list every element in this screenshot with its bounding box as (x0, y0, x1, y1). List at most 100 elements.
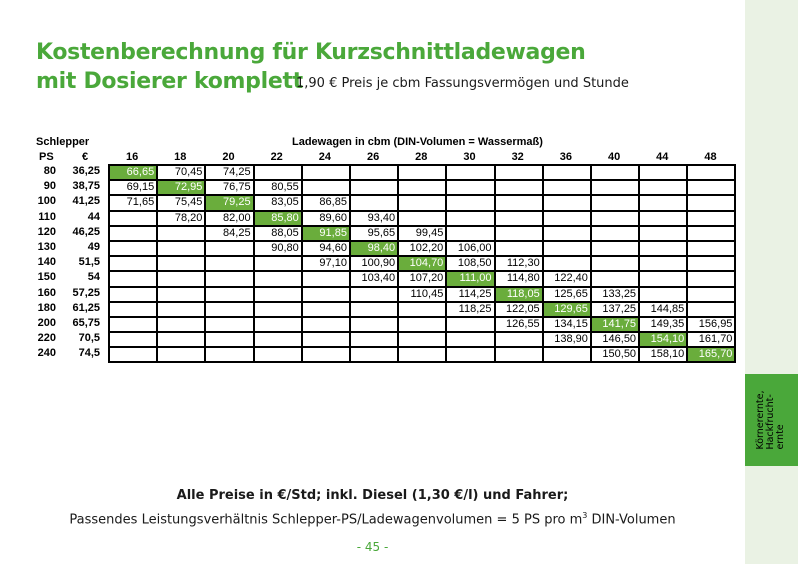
table-cell (252, 331, 303, 349)
table-cell: 108,50 (445, 255, 496, 273)
table-cell (493, 224, 544, 242)
row-ps-130: 130 (37, 241, 56, 253)
table-cell: 79,25 (204, 194, 255, 212)
table-cell (686, 285, 737, 303)
table-cell (156, 255, 207, 273)
table-cell (638, 270, 689, 288)
table-cell: 82,00 (204, 209, 255, 227)
row-euro-90: 38,75 (72, 180, 100, 193)
table-cell (348, 346, 400, 364)
table-cell: 86,85 (300, 194, 351, 212)
table-cell (348, 300, 400, 318)
table-cell (252, 255, 303, 273)
table-cell (541, 179, 592, 197)
table-cell (589, 255, 641, 273)
table-cell (397, 300, 448, 318)
table-cell: 141,75 (589, 315, 641, 334)
table-cell (300, 300, 351, 318)
table-cell (300, 179, 351, 197)
table-row: 66,65 70,45 74,25 (107, 163, 737, 182)
table-cell (348, 194, 400, 212)
row-euro-140: 51,5 (78, 256, 100, 269)
table-cell: 100,90 (348, 255, 400, 273)
table-cell (541, 224, 592, 242)
table-cell: 126,55 (493, 315, 544, 334)
column-header-40: 40 (607, 151, 621, 163)
table-cell: 70,45 (156, 163, 207, 182)
table-cell: 112,30 (493, 255, 544, 273)
table-cell (107, 315, 159, 334)
table-cell (156, 224, 207, 242)
table-cell (638, 285, 689, 303)
row-ps-100: 100 (37, 195, 56, 208)
table-cell: 80,55 (252, 179, 303, 197)
table-cell: 107,20 (397, 270, 448, 288)
table-cell: 97,10 (300, 255, 351, 273)
table-cell: 103,40 (348, 270, 400, 288)
table-cell (493, 194, 544, 212)
page-subtitle: 1,90 € Preis je cbm Fassungsvermögen und… (296, 76, 629, 91)
table-cell: 90,80 (252, 239, 303, 258)
table-cell: 95,65 (348, 224, 400, 242)
table-cell: 149,35 (638, 315, 689, 334)
row-ps-90: 90 (43, 180, 56, 193)
table-cell: 99,45 (397, 224, 448, 242)
table-cell (397, 331, 448, 349)
table-cell (348, 179, 400, 197)
table-cell (541, 255, 592, 273)
table-cell (156, 239, 207, 258)
table-cell (107, 346, 159, 364)
table-cell: 154,10 (638, 331, 689, 349)
table-cell: 156,95 (686, 315, 737, 334)
table-cell: 111,00 (445, 270, 496, 288)
column-header-16: 16 (125, 151, 139, 163)
table-cell: 129,65 (541, 300, 592, 318)
table-cell (638, 239, 689, 258)
row-euro-220: 70,5 (78, 332, 100, 345)
title-line-2: mit Dosierer komplett (36, 69, 303, 94)
row-ps-180: 180 (37, 301, 56, 314)
table-cell (686, 224, 737, 242)
table-cell: 74,25 (204, 163, 255, 182)
table-cell: 66,65 (107, 163, 159, 182)
table-cell (445, 209, 496, 227)
table-cell (638, 163, 689, 182)
cost-table: 66,65 70,45 74,25 69,15 72,95 76,75 80,55 71,65… (107, 163, 737, 364)
table-cell (252, 270, 303, 288)
table-cell: 91,85 (300, 224, 351, 242)
table-row: 138,90 146,50 154,10 161,70 (107, 331, 737, 349)
row-ps-240: 240 (37, 347, 56, 360)
table-cell (397, 209, 448, 227)
row-euro-240: 74,5 (78, 347, 100, 360)
table-cell: 137,25 (589, 300, 641, 318)
table-cell (445, 224, 496, 242)
table-cell (445, 331, 496, 349)
table-cell: 150,50 (589, 346, 641, 364)
table-cell: 94,60 (300, 239, 351, 258)
column-header-36: 36 (559, 151, 573, 163)
table-cell (300, 285, 351, 303)
table-cell (252, 315, 303, 334)
table-cell (348, 315, 400, 334)
sidebar-strip (745, 0, 798, 564)
table-cell (252, 300, 303, 318)
table-cell (204, 300, 255, 318)
table-row: 71,65 75,45 79,25 83,05 86,85 (107, 194, 737, 212)
table-cell: 110,45 (397, 285, 448, 303)
chapter-tab[interactable]: Körnerernte, Hackfrucht-ernte (745, 374, 798, 466)
table-cell: 76,75 (204, 179, 255, 197)
row-ps-80: 80 (43, 165, 56, 177)
table-cell (589, 194, 641, 212)
euro-header: € (82, 151, 89, 163)
row-euro-100: 41,25 (72, 195, 100, 208)
footer-note: Passendes Leistungsverhältnis Schlepper-… (69, 511, 676, 528)
column-header-24: 24 (318, 151, 332, 163)
table-cell (107, 239, 159, 258)
table-cell (107, 209, 159, 227)
table-cell (397, 179, 448, 197)
table-cell: 78,20 (156, 209, 207, 227)
table-cell (686, 209, 737, 227)
table-cell (300, 163, 351, 182)
table-cell: 165,70 (686, 346, 737, 364)
table-cell (107, 300, 159, 318)
